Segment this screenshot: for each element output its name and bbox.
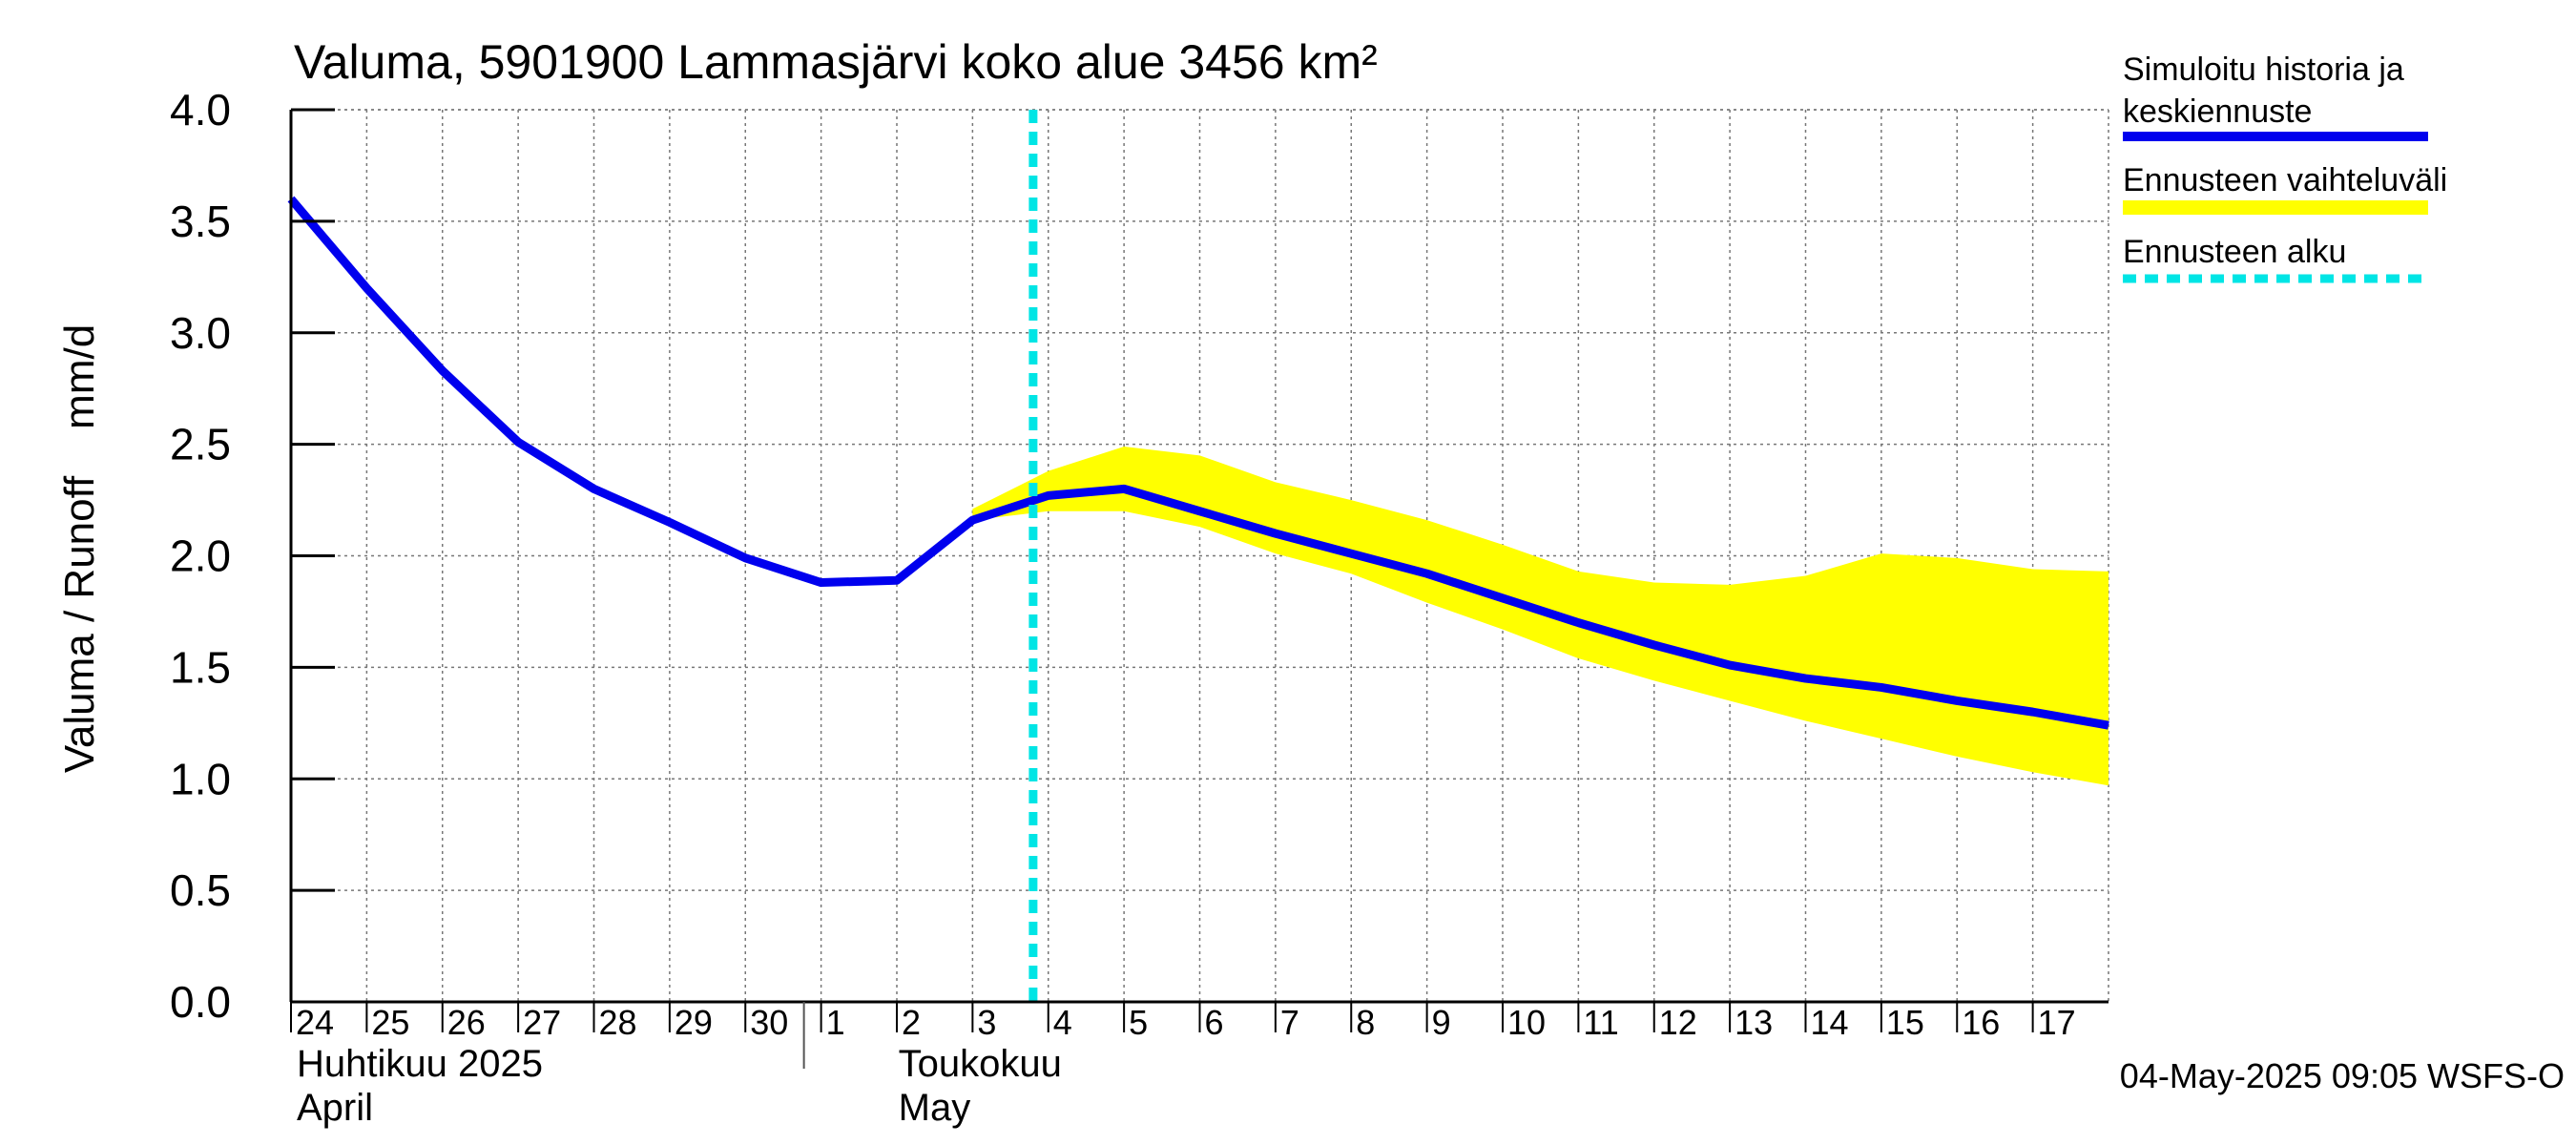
y-axis-label: Valuma / Runoff mm/d	[56, 324, 103, 773]
y-tick-label: 3.5	[170, 197, 231, 246]
x-tick-label: 2	[902, 1003, 921, 1042]
y-tick-label: 0.0	[170, 977, 231, 1027]
x-tick-label: 3	[977, 1003, 996, 1042]
x-tick-label: 17	[2038, 1003, 2076, 1042]
x-tick-label: 1	[826, 1003, 845, 1042]
x-tick-label: 5	[1129, 1003, 1148, 1042]
legend-label: Ennusteen alku	[2123, 234, 2346, 270]
y-tick-label: 3.0	[170, 308, 231, 358]
runoff-series	[287, 196, 2109, 730]
x-tick-label: 16	[1962, 1003, 2000, 1042]
x-tick-label: 12	[1659, 1003, 1697, 1042]
y-tick-label: 2.5	[170, 420, 231, 469]
x-tick-label: 7	[1280, 1003, 1299, 1042]
month-label-en: May	[899, 1087, 971, 1129]
x-tick-label: 10	[1507, 1003, 1546, 1042]
x-tick-label: 24	[296, 1003, 334, 1042]
x-tick-label: 8	[1356, 1003, 1375, 1042]
grid	[290, 109, 2109, 1003]
legend-label: Ennusteen vaihteluväli	[2123, 162, 2447, 198]
x-tick-label: 25	[371, 1003, 409, 1042]
legend-label: Simuloitu historia ja	[2123, 52, 2404, 88]
x-tick-label: 29	[675, 1003, 713, 1042]
month-label: Huhtikuu 2025	[297, 1043, 543, 1085]
x-tick-label: 11	[1583, 1003, 1618, 1042]
legend-swatch-band	[2123, 200, 2428, 215]
x-tick-label: 9	[1432, 1003, 1451, 1042]
y-tick-label: 1.0	[170, 754, 231, 803]
x-tick-label: 27	[523, 1003, 561, 1042]
legend: Simuloitu historia ja keskiennuste Ennuste…	[2123, 52, 2447, 283]
y-tick-label: 2.0	[170, 531, 231, 581]
footer-timestamp: 04-May-2025 09:05 WSFS-O	[2120, 1056, 2565, 1095]
x-tick-label: 26	[447, 1003, 486, 1042]
x-ticks: 24 25 26 27 28 29 30 1 2 3 4 5 6 7 8 9 10 11 12 13 14 15 16 17	[290, 1002, 2076, 1042]
x-tick-label: 14	[1811, 1003, 1849, 1042]
x-tick-label: 30	[750, 1003, 788, 1042]
x-tick-label: 13	[1735, 1003, 1773, 1042]
y-tick-label: 4.0	[170, 85, 231, 135]
y-tick-label: 1.5	[170, 642, 231, 692]
x-tick-label: 28	[599, 1003, 637, 1042]
chart-title: Valuma, 5901900 Lammasjärvi koko alue 34…	[294, 35, 1378, 89]
month-label-en: April	[297, 1087, 373, 1129]
x-tick-label: 15	[1886, 1003, 1924, 1042]
month-label: Toukokuu	[899, 1043, 1062, 1085]
x-tick-label: 6	[1205, 1003, 1224, 1042]
legend-label: keskiennuste	[2123, 94, 2312, 130]
y-tick-label: 0.5	[170, 865, 231, 915]
x-tick-label: 4	[1053, 1003, 1072, 1042]
y-ticks: 0.0 0.5 1.0 1.5 2.0 2.5 3.0 3.5 4.0	[170, 85, 335, 1027]
